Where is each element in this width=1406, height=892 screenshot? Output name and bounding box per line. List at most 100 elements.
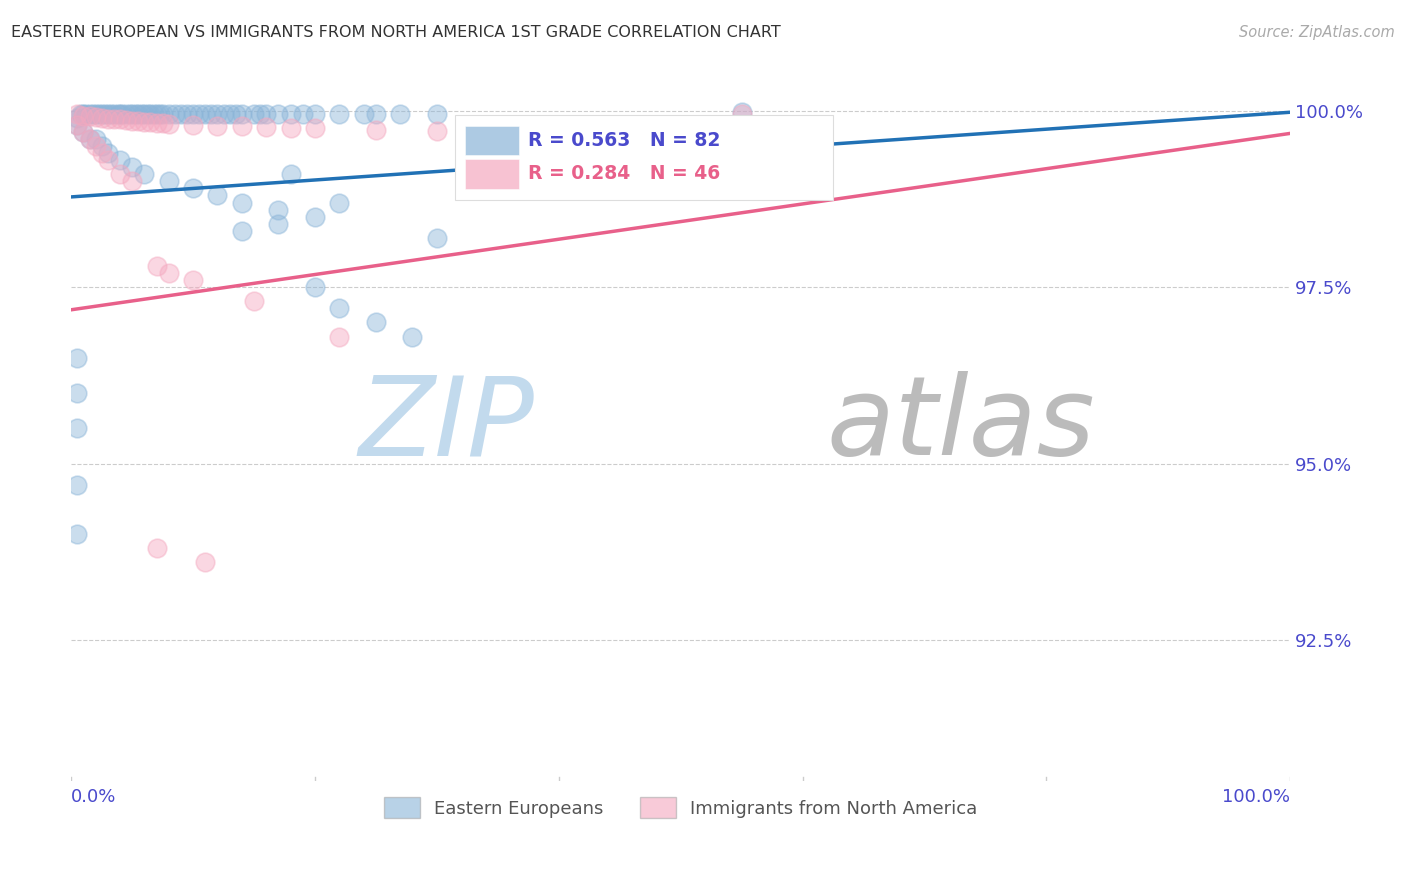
Point: [145, 259, 167, 273]
Point: [212, 107, 235, 121]
Point: [194, 555, 217, 569]
Text: atlas: atlas: [827, 371, 1095, 478]
Point: [152, 107, 174, 121]
Point: [90, 139, 112, 153]
FancyBboxPatch shape: [465, 126, 519, 155]
Point: [194, 107, 217, 121]
Point: [127, 107, 149, 121]
Point: [730, 107, 752, 121]
Point: [225, 107, 247, 121]
Point: [66, 111, 89, 125]
Point: [108, 107, 131, 121]
Point: [72, 109, 94, 123]
Point: [157, 107, 180, 121]
Point: [304, 280, 326, 294]
Point: [66, 107, 89, 121]
Point: [304, 210, 326, 224]
Point: [97, 153, 120, 168]
Point: [267, 202, 290, 217]
Point: [103, 112, 125, 127]
Point: [90, 107, 112, 121]
Point: [108, 112, 131, 127]
Point: [145, 541, 167, 556]
Point: [72, 125, 94, 139]
Point: [79, 132, 101, 146]
Point: [426, 231, 449, 245]
Point: [131, 107, 153, 121]
Point: [249, 107, 271, 121]
Point: [364, 107, 387, 121]
Point: [207, 107, 229, 121]
Point: [89, 107, 111, 121]
Text: 100.0%: 100.0%: [1222, 788, 1291, 806]
Text: EASTERN EUROPEAN VS IMMIGRANTS FROM NORTH AMERICA 1ST GRADE CORRELATION CHART: EASTERN EUROPEAN VS IMMIGRANTS FROM NORT…: [11, 25, 780, 40]
Point: [108, 153, 131, 168]
Point: [82, 107, 104, 121]
Text: Source: ZipAtlas.com: Source: ZipAtlas.com: [1239, 25, 1395, 40]
Point: [267, 217, 290, 231]
Point: [108, 167, 131, 181]
Point: [66, 421, 89, 435]
Point: [254, 120, 277, 134]
Point: [304, 107, 326, 121]
Point: [97, 112, 120, 126]
Point: [66, 351, 89, 365]
Point: [291, 107, 314, 121]
Point: [328, 195, 350, 210]
Point: [84, 110, 107, 124]
Point: [94, 107, 117, 121]
Point: [364, 316, 387, 330]
Point: [353, 107, 375, 121]
Legend: Eastern Europeans, Immigrants from North America: Eastern Europeans, Immigrants from North…: [377, 790, 984, 825]
Point: [66, 118, 89, 132]
Point: [127, 114, 149, 128]
Point: [118, 107, 141, 121]
Point: [100, 107, 122, 121]
Point: [72, 125, 94, 139]
FancyBboxPatch shape: [465, 159, 519, 189]
Point: [66, 386, 89, 401]
Point: [181, 181, 204, 195]
Point: [231, 107, 253, 121]
Point: [79, 132, 101, 146]
Text: ZIP: ZIP: [359, 371, 534, 478]
Point: [280, 107, 302, 121]
Point: [134, 107, 156, 121]
Point: [181, 107, 204, 121]
Point: [121, 161, 143, 175]
Point: [145, 116, 167, 130]
Point: [730, 105, 752, 120]
Point: [254, 107, 277, 121]
Point: [426, 107, 449, 121]
Point: [70, 107, 93, 121]
Point: [97, 146, 120, 161]
Point: [115, 113, 138, 128]
Point: [111, 107, 134, 121]
Point: [280, 120, 302, 135]
Point: [157, 174, 180, 188]
Point: [181, 273, 204, 287]
Point: [143, 107, 166, 121]
Point: [157, 266, 180, 280]
Point: [75, 107, 97, 121]
Point: [218, 107, 240, 121]
Text: 0.0%: 0.0%: [72, 788, 117, 806]
Point: [90, 111, 112, 125]
Point: [145, 107, 167, 121]
Point: [152, 116, 174, 130]
Point: [176, 107, 198, 121]
Point: [401, 329, 423, 343]
Point: [84, 132, 107, 146]
Point: [328, 329, 350, 343]
Point: [107, 107, 129, 121]
Point: [280, 167, 302, 181]
Point: [139, 115, 162, 129]
Point: [66, 477, 89, 491]
Point: [231, 224, 253, 238]
Point: [328, 107, 350, 121]
Point: [84, 139, 107, 153]
Point: [181, 118, 204, 132]
Point: [84, 107, 107, 121]
Text: R = 0.284   N = 46: R = 0.284 N = 46: [529, 164, 720, 184]
Point: [267, 107, 290, 121]
